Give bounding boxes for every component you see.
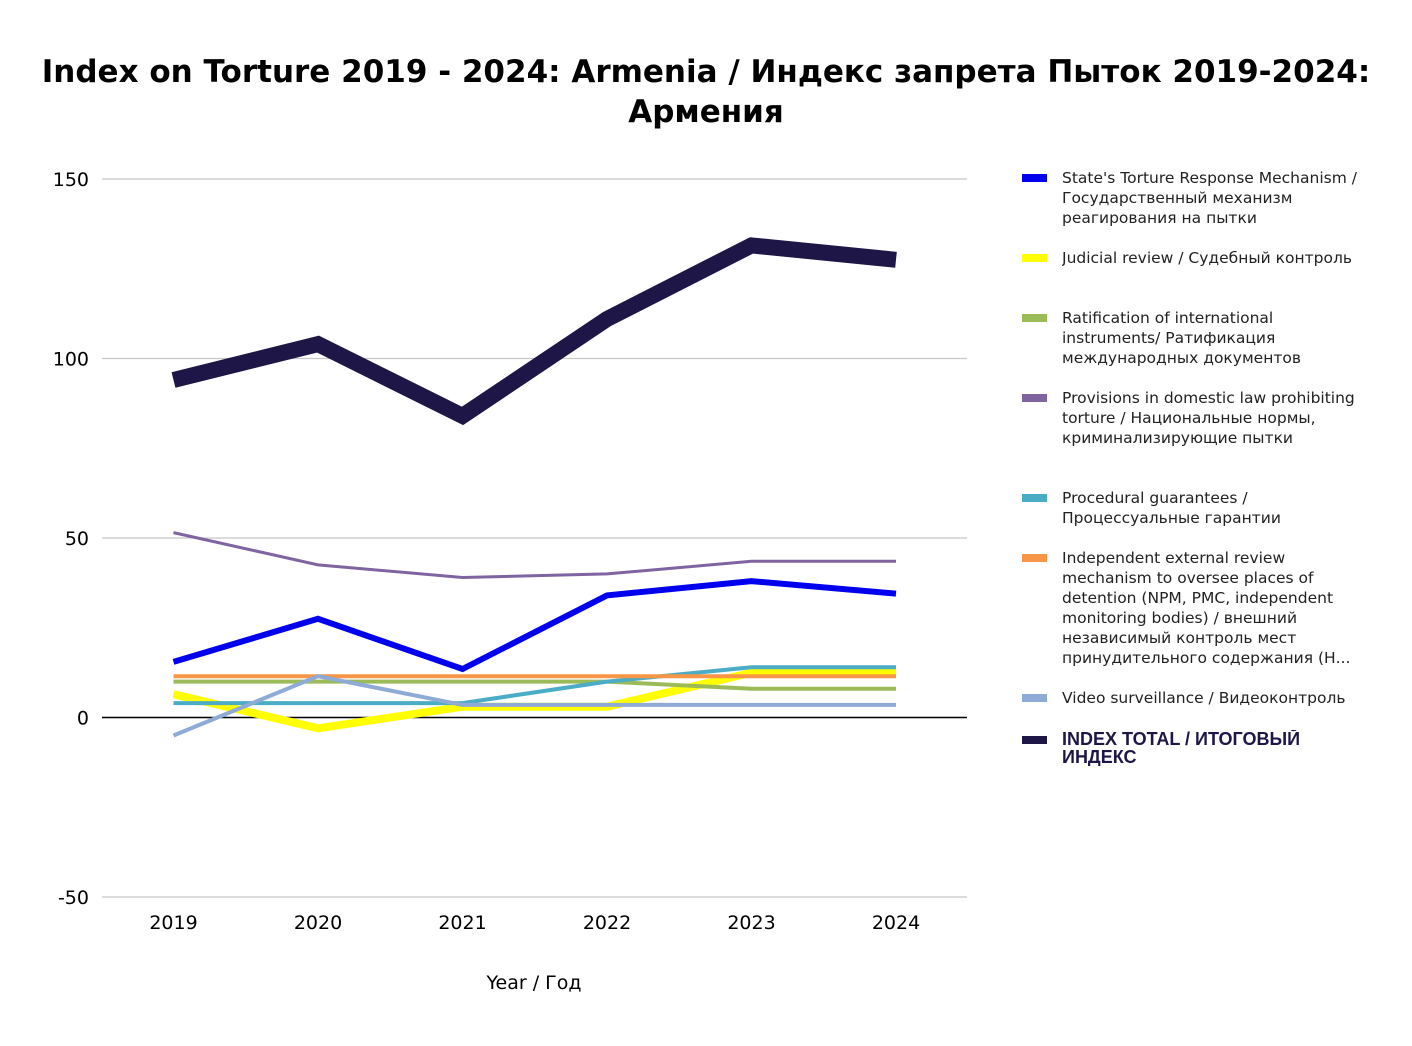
legend-swatch — [1022, 394, 1047, 402]
legend-swatch — [1022, 174, 1047, 182]
legend-swatch — [1022, 694, 1047, 702]
legend-swatch — [1022, 736, 1047, 744]
legend-label: Independent external review mechanism to… — [1062, 549, 1351, 667]
y-tick-label: 0 — [77, 708, 89, 730]
y-tick-label: 50 — [65, 528, 89, 550]
legend-swatch — [1022, 254, 1047, 262]
x-tick-label: 2024 — [872, 912, 920, 934]
legend-label: INDEX TOTAL / ИТОГОВЫЙ ИНДЕКС — [1062, 730, 1301, 766]
legend-label: Provisions in domestic law prohibiting t… — [1062, 389, 1355, 447]
legend-swatch — [1022, 494, 1047, 502]
x-tick-label: 2020 — [294, 912, 342, 934]
series-line-4 — [173, 665, 896, 706]
y-tick-label: 150 — [53, 169, 89, 191]
legend-label: Ratification of international instrument… — [1062, 309, 1301, 367]
x-tick-label: 2019 — [149, 912, 197, 934]
x-tick-label: 2022 — [583, 912, 631, 934]
series-line-2 — [173, 679, 896, 691]
y-axis-ticks: 150 100 50 0 -50 — [53, 169, 89, 909]
y-tick-label: 100 — [53, 349, 89, 371]
series-line-7 — [171, 237, 897, 426]
legend-swatch — [1022, 314, 1047, 322]
x-axis-title: Year / Год — [485, 972, 581, 994]
legend-label: Video surveillance / Видеоконтроль — [1062, 689, 1346, 707]
x-tick-label: 2023 — [727, 912, 775, 934]
series-lines — [171, 237, 897, 738]
legend-label: State's Torture Response Mechanism / Гос… — [1062, 169, 1357, 227]
x-tick-label: 2021 — [438, 912, 486, 934]
series-line-3 — [173, 531, 896, 580]
y-tick-label: -50 — [58, 887, 89, 909]
chart-title: Index on Torture 2019 - 2024: Armenia / … — [41, 54, 1371, 130]
legend-swatch — [1022, 554, 1047, 562]
x-axis-ticks: 2019 2020 2021 2022 2023 2024 — [149, 912, 920, 934]
series-line-0 — [172, 578, 897, 673]
legend-label: Judicial review / Судебный контроль — [1062, 249, 1352, 267]
series-line-6 — [172, 674, 896, 738]
legend-label: Procedural guarantees / Процессуальные г… — [1062, 489, 1281, 527]
gridlines — [102, 178, 967, 898]
